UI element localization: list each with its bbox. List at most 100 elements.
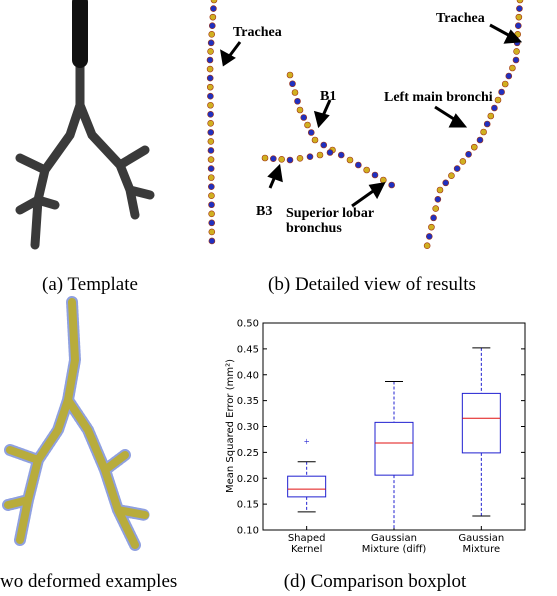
point — [509, 65, 515, 71]
point — [208, 129, 214, 135]
point — [495, 97, 501, 103]
point — [364, 167, 370, 173]
y-axis-label: Mean Squared Error (mm²) — [225, 359, 236, 493]
point — [491, 105, 497, 111]
point — [477, 137, 483, 143]
point — [481, 129, 487, 135]
annotation: Trachea — [436, 11, 485, 26]
box — [288, 476, 326, 497]
point — [209, 220, 215, 226]
point — [262, 155, 268, 161]
plot-frame — [263, 323, 525, 530]
point — [297, 107, 303, 113]
y-tick-label: 0.25 — [237, 448, 259, 459]
y-tick-label: 0.20 — [237, 474, 259, 485]
flier: + — [304, 437, 310, 448]
point — [443, 180, 449, 186]
y-tick-label: 0.10 — [237, 526, 259, 537]
point — [287, 72, 293, 78]
point — [208, 184, 214, 190]
caption: (a) Template — [42, 274, 138, 295]
point — [502, 81, 508, 87]
point — [466, 151, 472, 157]
point — [488, 113, 494, 119]
point — [290, 81, 296, 87]
point — [516, 14, 522, 20]
point — [516, 6, 522, 12]
point — [209, 23, 215, 29]
x-tick-label: Gaussian Mixture (diff) — [344, 533, 444, 555]
point — [307, 154, 313, 160]
annotation: Left main bronchi — [384, 90, 493, 105]
point — [207, 84, 213, 90]
point — [506, 73, 512, 79]
point — [297, 155, 303, 161]
y-tick-label: 0.50 — [237, 319, 259, 330]
point — [209, 229, 215, 235]
box — [375, 422, 413, 475]
point — [515, 23, 521, 29]
point — [208, 157, 214, 163]
point — [301, 115, 307, 121]
point — [207, 66, 213, 72]
deformed-illustration — [8, 302, 145, 545]
point — [321, 142, 327, 148]
point — [292, 90, 298, 96]
arrows — [222, 25, 519, 206]
point — [207, 75, 213, 81]
point — [207, 102, 213, 108]
point — [437, 187, 443, 193]
point — [207, 57, 213, 63]
point — [209, 238, 215, 244]
point — [270, 156, 276, 162]
point — [424, 243, 430, 249]
point — [305, 122, 311, 128]
point — [435, 196, 441, 202]
point — [207, 93, 213, 99]
point — [355, 162, 361, 168]
y-tick-label: 0.30 — [237, 422, 259, 433]
point — [513, 57, 519, 63]
point — [208, 120, 214, 126]
y-tick-label: 0.35 — [237, 396, 259, 407]
point — [208, 138, 214, 144]
point — [327, 150, 333, 156]
point — [347, 157, 353, 163]
point — [209, 31, 215, 37]
x-tick-label: Gaussian Mixture — [431, 533, 531, 555]
point — [517, 0, 523, 3]
point — [279, 156, 285, 162]
point — [208, 175, 214, 181]
point — [209, 211, 215, 217]
caption: wo deformed examples — [0, 571, 177, 592]
annotation: B3 — [256, 204, 272, 219]
annotation: Trachea — [233, 25, 282, 40]
box — [462, 393, 500, 453]
annotation: Superior lobar bronchus — [286, 206, 374, 237]
point — [211, 0, 217, 3]
point — [208, 193, 214, 199]
point — [460, 158, 466, 164]
point — [426, 233, 432, 239]
point — [208, 166, 214, 172]
caption: (d) Comparison boxplot — [284, 571, 467, 592]
point — [208, 40, 214, 46]
point — [514, 48, 520, 54]
point — [389, 182, 395, 188]
point — [338, 152, 344, 158]
point — [208, 147, 214, 153]
point — [484, 121, 490, 127]
point — [209, 202, 215, 208]
annotation: B1 — [320, 89, 336, 104]
point — [317, 152, 323, 158]
point — [210, 6, 216, 12]
point — [499, 89, 505, 95]
point — [448, 173, 454, 179]
point — [287, 157, 293, 163]
point — [308, 130, 314, 136]
point — [471, 144, 477, 150]
y-tick-label: 0.40 — [237, 370, 259, 381]
figure: Trachea B1 B3 Trachea Left main bronchi … — [0, 0, 557, 596]
template-illustration — [20, 2, 150, 245]
point — [210, 14, 216, 20]
